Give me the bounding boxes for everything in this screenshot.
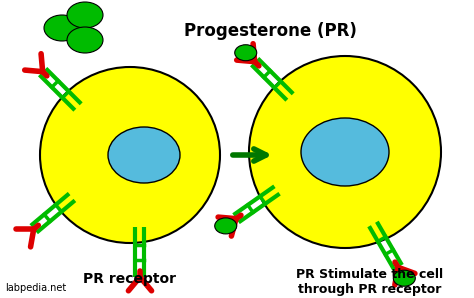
Ellipse shape xyxy=(67,2,103,28)
Text: Progesterone (PR): Progesterone (PR) xyxy=(183,22,356,40)
Ellipse shape xyxy=(108,127,180,183)
Text: labpedia.net: labpedia.net xyxy=(5,283,66,293)
Ellipse shape xyxy=(235,45,257,61)
Ellipse shape xyxy=(301,118,389,186)
Ellipse shape xyxy=(249,56,441,248)
Ellipse shape xyxy=(40,67,220,243)
Ellipse shape xyxy=(215,218,237,234)
Ellipse shape xyxy=(44,15,80,41)
Ellipse shape xyxy=(393,270,415,286)
Ellipse shape xyxy=(67,27,103,53)
Text: PR Stimulate the cell
through PR receptor: PR Stimulate the cell through PR recepto… xyxy=(296,268,444,296)
Text: PR receptor: PR receptor xyxy=(83,272,176,286)
